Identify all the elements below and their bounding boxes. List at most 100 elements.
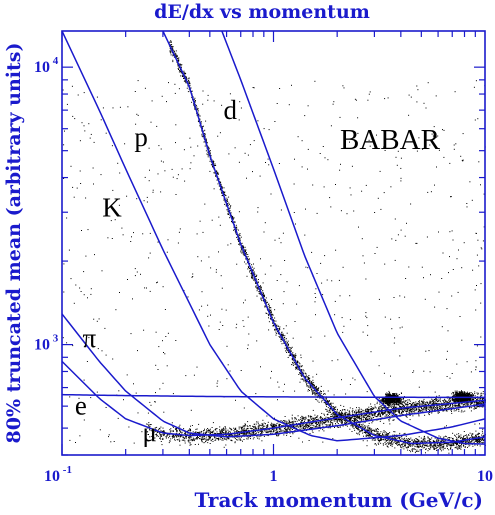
proton-point bbox=[388, 437, 390, 439]
light-track-point bbox=[260, 428, 262, 430]
light-track-point bbox=[275, 431, 277, 433]
proton-point bbox=[196, 109, 198, 111]
light-track-point bbox=[244, 427, 246, 429]
proton-point bbox=[420, 437, 422, 439]
proton-point bbox=[481, 434, 483, 436]
light-track-point bbox=[361, 415, 363, 417]
proton-point bbox=[413, 441, 414, 443]
light-track-point bbox=[303, 421, 305, 422]
light-track-point bbox=[185, 437, 187, 439]
proton-point bbox=[479, 441, 481, 443]
proton-point bbox=[472, 437, 474, 439]
proton-point bbox=[385, 433, 387, 435]
light-track-point bbox=[481, 401, 483, 403]
light-track-point bbox=[225, 438, 227, 440]
proton-point bbox=[316, 387, 317, 389]
proton-point bbox=[340, 417, 342, 419]
proton-point bbox=[316, 385, 317, 387]
light-track-point bbox=[426, 410, 427, 412]
light-track-point bbox=[225, 430, 227, 432]
proton-point bbox=[236, 228, 238, 230]
light-track-point bbox=[482, 402, 484, 404]
light-track-point bbox=[196, 437, 198, 439]
proton-point bbox=[456, 446, 458, 448]
light-track-point bbox=[249, 425, 251, 427]
light-track-point bbox=[327, 420, 329, 422]
proton-point bbox=[326, 409, 328, 411]
proton-point bbox=[456, 436, 458, 438]
light-track-point bbox=[207, 435, 209, 437]
light-track-point bbox=[362, 409, 364, 411]
proton-point bbox=[221, 186, 223, 188]
proton-point bbox=[255, 287, 257, 288]
proton-point bbox=[289, 354, 291, 356]
light-track-point bbox=[300, 426, 301, 428]
light-track-point bbox=[420, 400, 422, 402]
proton-point bbox=[301, 365, 303, 367]
light-track-point bbox=[210, 437, 211, 439]
light-track-point bbox=[353, 416, 355, 418]
light-track-point bbox=[189, 442, 191, 444]
light-track-point bbox=[241, 429, 243, 431]
proton-point bbox=[184, 75, 186, 77]
proton-point bbox=[248, 268, 250, 270]
light-track-point bbox=[426, 408, 428, 410]
light-track-point bbox=[399, 406, 400, 408]
proton-point bbox=[300, 369, 302, 370]
proton-point bbox=[436, 440, 438, 442]
light-track-point bbox=[195, 428, 197, 430]
light-track-point bbox=[286, 429, 288, 431]
proton-point bbox=[433, 444, 435, 446]
proton-point bbox=[316, 388, 318, 390]
light-track-point bbox=[322, 425, 324, 427]
proton-point bbox=[309, 381, 311, 383]
light-track-point bbox=[428, 413, 430, 415]
light-track-point bbox=[340, 414, 342, 416]
light-track-point bbox=[452, 404, 453, 406]
light-track-point bbox=[159, 437, 161, 439]
proton-point bbox=[220, 184, 222, 186]
proton-point bbox=[283, 342, 285, 344]
proton-point bbox=[247, 266, 249, 268]
proton-point bbox=[371, 436, 373, 438]
light-track-point bbox=[315, 422, 317, 424]
proton-point bbox=[465, 437, 467, 439]
light-track-point bbox=[411, 408, 413, 410]
proton-point bbox=[317, 395, 319, 397]
proton-point bbox=[252, 269, 254, 270]
proton-point bbox=[314, 393, 316, 395]
light-track-point bbox=[369, 415, 371, 417]
proton-point bbox=[467, 440, 469, 442]
light-track-point bbox=[328, 417, 330, 419]
proton-point bbox=[408, 438, 410, 440]
light-track-point bbox=[383, 412, 385, 414]
light-track-point bbox=[419, 409, 421, 411]
proton-point bbox=[210, 164, 212, 166]
light-track-point bbox=[357, 409, 359, 411]
proton-point bbox=[269, 305, 270, 307]
light-track-point bbox=[148, 422, 150, 424]
proton-point bbox=[202, 136, 204, 138]
light-track-point bbox=[413, 403, 415, 405]
light-track-point bbox=[209, 432, 211, 434]
proton-point bbox=[240, 247, 242, 249]
proton-point bbox=[196, 106, 198, 108]
proton-point bbox=[203, 141, 205, 143]
proton-point bbox=[416, 440, 418, 442]
light-track-point bbox=[461, 409, 463, 411]
proton-point bbox=[191, 101, 193, 103]
light-track-point bbox=[330, 422, 332, 423]
proton-point bbox=[387, 446, 389, 448]
proton-point bbox=[264, 306, 266, 308]
light-track-point bbox=[384, 415, 386, 417]
proton-point bbox=[170, 45, 172, 47]
proton-point bbox=[284, 338, 286, 340]
light-track-point bbox=[307, 419, 309, 421]
proton-point bbox=[451, 444, 452, 446]
proton-point bbox=[264, 296, 265, 298]
proton-point bbox=[306, 385, 308, 387]
light-track-point bbox=[401, 409, 403, 411]
proton-point bbox=[323, 402, 325, 404]
proton-point bbox=[376, 432, 378, 434]
light-track-point bbox=[370, 408, 372, 409]
